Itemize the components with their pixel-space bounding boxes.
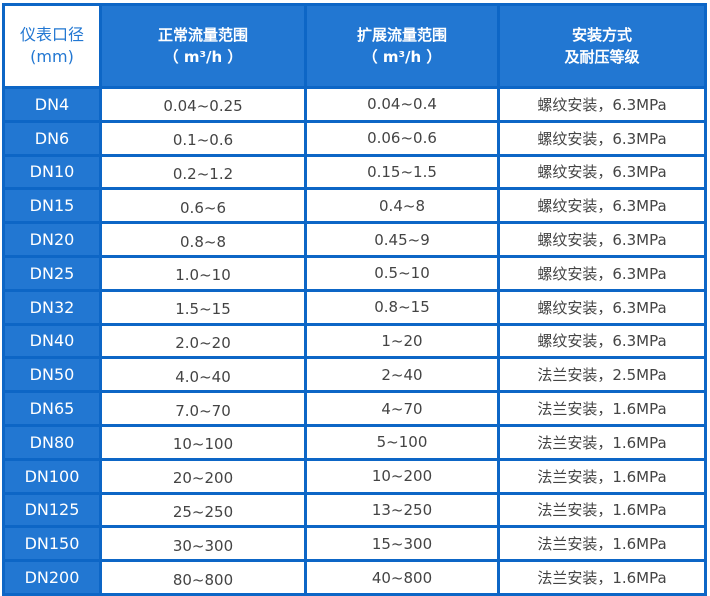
normal-flow-cell: 20~200 [99, 457, 307, 495]
diameter-cell: DN6 [2, 119, 102, 157]
diameter-cell: DN65 [2, 390, 102, 427]
normal-flow-cell: 0.04~0.25 [99, 86, 307, 123]
diameter-cell: DN125 [2, 491, 102, 529]
table-row: DN80 10~100 5~100 法兰安装，1.6MPa [2, 423, 707, 461]
normal-flow-cell: 4.0~40 [99, 356, 307, 394]
extended-flow-cell: 0.45~9 [304, 221, 500, 258]
extended-flow-cell: 0.4~8 [304, 187, 500, 225]
diameter-cell: DN4 [2, 86, 102, 123]
diameter-cell: DN32 [2, 288, 102, 326]
diameter-cell: DN10 [2, 153, 102, 191]
extended-flow-cell: 1~20 [304, 322, 500, 360]
normal-flow-cell: 80~800 [99, 559, 307, 596]
table-row: DN4 0.04~0.25 0.04~0.4 螺纹安装，6.3MPa [2, 86, 707, 123]
extended-flow-cell: 13~250 [304, 491, 500, 529]
table-row: DN50 4.0~40 2~40 法兰安装，2.5MPa [2, 356, 707, 394]
table-row: DN15 0.6~6 0.4~8 螺纹安装，6.3MPa [2, 187, 707, 225]
normal-flow-cell: 0.2~1.2 [99, 153, 307, 191]
table-row: DN125 25~250 13~250 法兰安装，1.6MPa [2, 491, 707, 529]
extended-flow-cell: 0.06~0.6 [304, 119, 500, 157]
install-cell: 法兰安装，1.6MPa [497, 559, 707, 596]
normal-flow-cell: 0.1~0.6 [99, 119, 307, 157]
header-diameter: 仪表口径 (mm) [2, 3, 102, 89]
normal-flow-cell: 10~100 [99, 423, 307, 461]
table-row: DN25 1.0~10 0.5~10 螺纹安装，6.3MPa [2, 254, 707, 292]
diameter-cell: DN80 [2, 423, 102, 461]
extended-flow-cell: 0.15~1.5 [304, 153, 500, 191]
diameter-cell: DN150 [2, 525, 102, 563]
extended-flow-cell: 0.5~10 [304, 254, 500, 292]
normal-flow-cell: 7.0~70 [99, 390, 307, 427]
extended-flow-cell: 0.8~15 [304, 288, 500, 326]
normal-flow-cell: 1.5~15 [99, 288, 307, 326]
table-row: DN32 1.5~15 0.8~15 螺纹安装，6.3MPa [2, 288, 707, 326]
install-cell: 法兰安装，1.6MPa [497, 491, 707, 529]
extended-flow-cell: 2~40 [304, 356, 500, 394]
normal-flow-cell: 0.8~8 [99, 221, 307, 258]
diameter-cell: DN20 [2, 221, 102, 258]
table-row: DN100 20~200 10~200 法兰安装，1.6MPa [2, 457, 707, 495]
extended-flow-cell: 0.04~0.4 [304, 86, 500, 123]
diameter-cell: DN200 [2, 559, 102, 596]
install-cell: 螺纹安装，6.3MPa [497, 187, 707, 225]
extended-flow-cell: 10~200 [304, 457, 500, 495]
install-cell: 螺纹安装，6.3MPa [497, 254, 707, 292]
header-extended-flow: 扩展流量范围（ m³/h ） [304, 3, 500, 89]
table-row: DN200 80~800 40~800 法兰安装，1.6MPa [2, 559, 707, 596]
normal-flow-cell: 25~250 [99, 491, 307, 529]
install-cell: 螺纹安装，6.3MPa [497, 153, 707, 191]
install-cell: 螺纹安装，6.3MPa [497, 86, 707, 123]
table-row: DN10 0.2~1.2 0.15~1.5 螺纹安装，6.3MPa [2, 153, 707, 191]
install-cell: 螺纹安装，6.3MPa [497, 322, 707, 360]
table-row: DN150 30~300 15~300 法兰安装，1.6MPa [2, 525, 707, 563]
normal-flow-cell: 2.0~20 [99, 322, 307, 360]
normal-flow-cell: 0.6~6 [99, 187, 307, 225]
diameter-cell: DN100 [2, 457, 102, 495]
diameter-cell: DN25 [2, 254, 102, 292]
diameter-cell: DN15 [2, 187, 102, 225]
normal-flow-cell: 30~300 [99, 525, 307, 563]
install-cell: 法兰安装，1.6MPa [497, 457, 707, 495]
install-cell: 螺纹安装，6.3MPa [497, 221, 707, 258]
header-install-pressure: 安装方式 及耐压等级 [497, 3, 707, 89]
extended-flow-cell: 15~300 [304, 525, 500, 563]
table-row: DN20 0.8~8 0.45~9 螺纹安装，6.3MPa [2, 221, 707, 258]
extended-flow-cell: 5~100 [304, 423, 500, 461]
diameter-cell: DN50 [2, 356, 102, 394]
install-cell: 螺纹安装，6.3MPa [497, 119, 707, 157]
install-cell: 法兰安装，1.6MPa [497, 525, 707, 563]
normal-flow-cell: 1.0~10 [99, 254, 307, 292]
header-row: 仪表口径 (mm) 正常流量范围（ m³/h ） 扩展流量范围（ m³/h ） 安… [2, 3, 707, 89]
install-cell: 螺纹安装，6.3MPa [497, 288, 707, 326]
diameter-cell: DN40 [2, 322, 102, 360]
install-cell: 法兰安装，1.6MPa [497, 423, 707, 461]
table-row: DN40 2.0~20 1~20 螺纹安装，6.3MPa [2, 322, 707, 360]
install-cell: 法兰安装，1.6MPa [497, 390, 707, 427]
table-row: DN6 0.1~0.6 0.06~0.6 螺纹安装，6.3MPa [2, 119, 707, 157]
install-cell: 法兰安装，2.5MPa [497, 356, 707, 394]
extended-flow-cell: 40~800 [304, 559, 500, 596]
extended-flow-cell: 4~70 [304, 390, 500, 427]
flow-spec-table: 仪表口径 (mm) 正常流量范围（ m³/h ） 扩展流量范围（ m³/h ） 安… [2, 3, 707, 596]
header-normal-flow: 正常流量范围（ m³/h ） [99, 3, 307, 89]
table-row: DN65 7.0~70 4~70 法兰安装，1.6MPa [2, 390, 707, 427]
